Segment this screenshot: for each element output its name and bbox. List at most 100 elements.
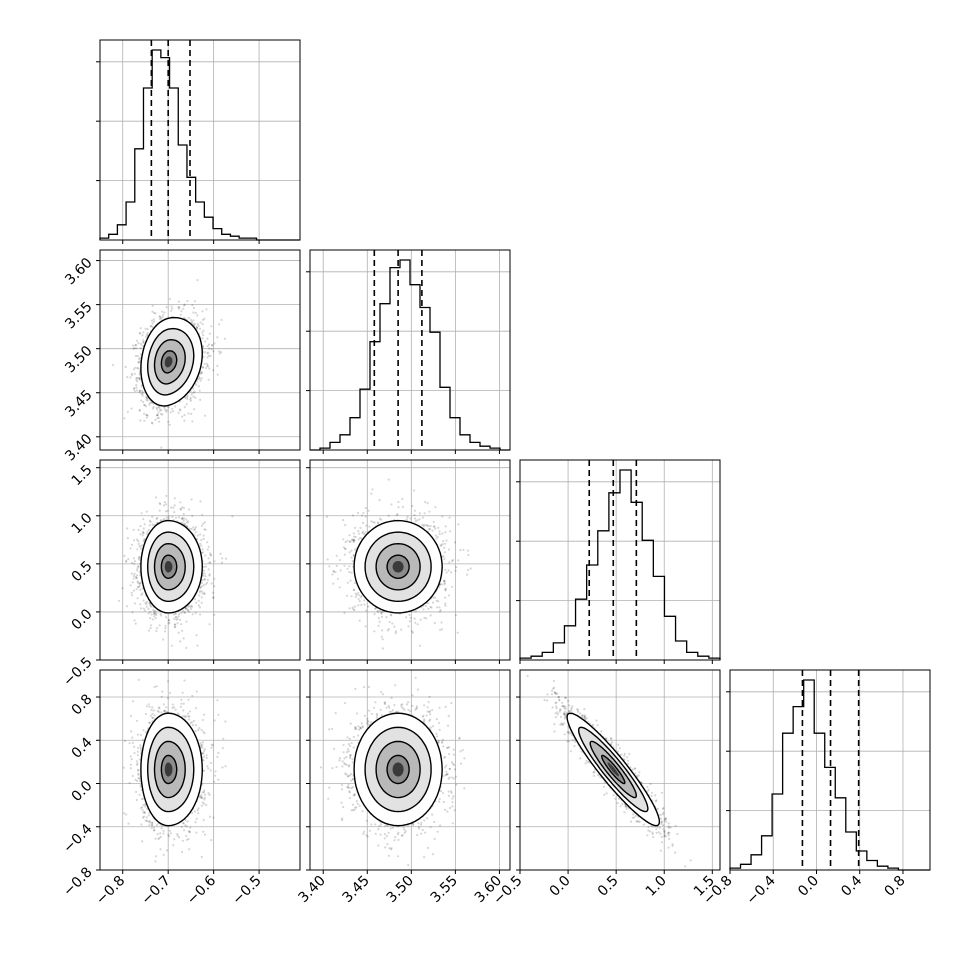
sample-point [132,539,136,542]
sample-point [155,517,158,520]
sample-point [175,618,178,621]
sample-point [351,606,354,609]
sample-point [135,384,138,387]
sample-point [443,582,446,585]
sample-point [199,613,202,616]
sample-point [416,623,419,626]
sample-point [199,500,202,503]
sample-point [145,510,148,513]
panel-background [100,40,300,240]
sample-point [134,366,137,369]
sample-point [177,307,181,310]
sample-point [197,599,200,602]
sample-point [173,617,176,621]
sample-point [133,619,136,622]
sample-point [137,586,140,589]
sample-point [159,612,162,616]
sample-point [206,364,209,367]
sample-point [146,328,149,331]
sample-point [202,534,205,537]
sample-point [178,613,181,616]
sample-point [138,584,141,587]
sample-point [145,336,148,339]
sample-point [172,506,175,509]
sample-point [130,543,134,546]
sample-point [145,333,148,336]
sample-point [179,409,182,412]
sample-point [202,522,205,525]
sample-point [179,618,182,622]
sample-point [208,574,211,577]
sample-point [150,325,153,328]
sample-point [181,521,184,524]
sample-point [138,377,141,381]
sample-point [176,622,179,625]
sample-point [158,624,161,627]
sample-point [147,629,150,632]
sample-point [134,344,137,347]
sample-point [135,577,138,580]
sample-point [170,644,173,647]
sample-point [342,519,345,522]
sample-point [190,527,193,531]
sample-point [141,394,144,397]
sample-point [167,420,170,423]
sample-point [136,380,139,383]
sample-point [143,404,146,407]
sample-point [139,546,142,549]
sample-point [426,502,429,505]
sample-point [361,521,365,525]
sample-point [200,372,203,375]
sample-point [447,569,450,572]
sample-point [195,383,198,386]
sample-point [206,548,209,551]
sample-point [189,398,192,401]
sample-point [149,604,152,607]
sample-point [155,627,159,630]
sample-point [202,329,205,332]
sample-point [158,502,161,505]
sample-point [178,408,181,411]
sample-point [142,518,145,521]
sample-point [168,621,171,624]
sample-point [444,542,447,545]
sample-point [133,560,136,563]
sample-point [133,572,136,576]
sample-point [154,610,157,613]
sample-point [199,586,202,589]
sample-point [145,416,148,419]
sample-point [141,531,145,535]
sample-point [164,627,167,630]
sample-point [158,420,161,423]
sample-point [149,617,152,620]
sample-point [198,389,201,392]
sample-point [194,311,197,315]
panel-frame [309,249,511,451]
sample-point [142,540,145,543]
sample-point [221,557,224,560]
sample-point [192,526,195,529]
sample-point [135,386,138,389]
sample-point [161,413,164,416]
sample-point [192,391,195,394]
sample-point [158,407,161,410]
sample-point [201,318,205,321]
sample-point [117,599,121,602]
sample-point [191,514,194,517]
sample-point [204,366,208,370]
sample-point [206,337,209,340]
sample-point [137,342,140,345]
panel-frame [99,39,301,241]
sample-point [126,527,129,530]
sample-point [145,605,148,608]
sample-point [348,540,351,543]
sample-point [197,375,201,378]
sample-point [200,544,203,547]
sample-point [165,410,168,413]
sample-point [213,577,216,580]
sample-point [136,580,139,583]
sample-point [143,412,146,415]
sample-point [345,594,349,597]
sample-point [208,623,211,626]
sample-point [158,315,161,318]
